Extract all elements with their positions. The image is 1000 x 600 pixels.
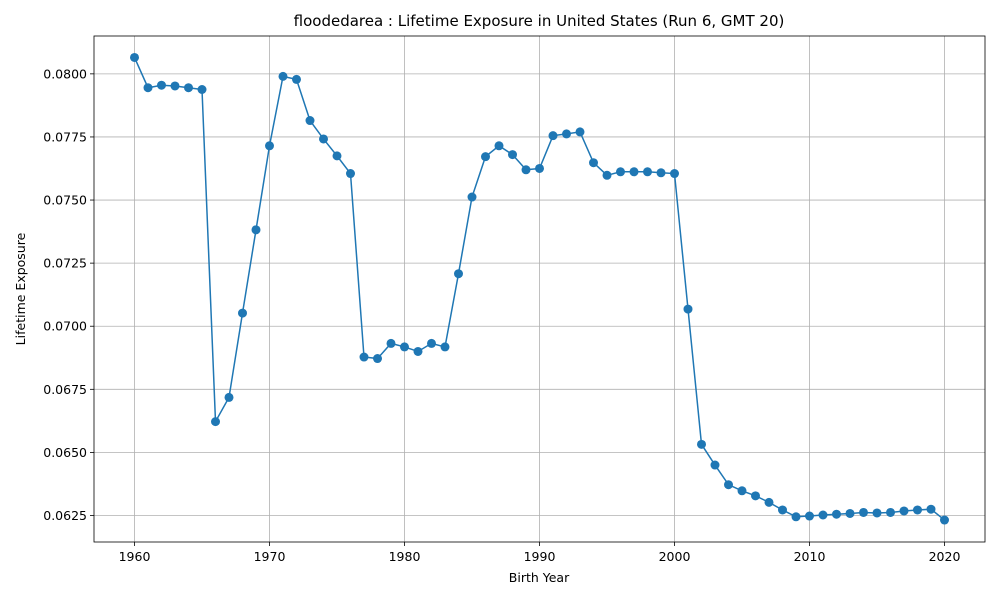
data-point: [238, 308, 247, 318]
y-axis-label: Lifetime Exposure: [13, 232, 28, 345]
y-tick-label: 0.0725: [43, 256, 87, 271]
data-point: [481, 152, 490, 162]
y-tick-label: 0.0800: [43, 66, 87, 81]
y-tick-label: 0.0750: [43, 193, 87, 208]
x-axis-label: Birth Year: [509, 570, 570, 585]
x-tick-label: 1980: [389, 549, 421, 564]
x-tick-label: 1970: [254, 549, 286, 564]
plot-frame: [93, 35, 986, 543]
x-axis: 1960 1970 1980 1990 2000 2010 2020: [119, 542, 961, 564]
x-tick-label: 1960: [119, 549, 151, 564]
data-point: [197, 85, 207, 95]
data-point: [224, 392, 234, 402]
data-point: [251, 225, 261, 235]
data-point: [778, 505, 787, 515]
data-point: [332, 151, 342, 161]
data-point: [616, 167, 625, 177]
data-point: [292, 74, 301, 84]
data-point: [872, 508, 882, 518]
data-point: [157, 80, 166, 90]
data-point: [454, 269, 463, 279]
data-point: [373, 354, 382, 364]
data-point: [886, 507, 895, 517]
data-point: [899, 506, 909, 516]
data-point: [427, 338, 436, 348]
data-point: [143, 83, 153, 93]
data-point: [130, 52, 139, 62]
data-point: [764, 497, 774, 507]
data-point: [629, 167, 639, 177]
data-point: [548, 131, 558, 141]
data-point: [278, 71, 288, 81]
data-point: [508, 150, 517, 160]
data-point: [643, 167, 652, 177]
data-point: [737, 486, 747, 496]
data-point: [386, 338, 396, 348]
data-point: [184, 83, 193, 93]
data-point: [305, 116, 315, 126]
data-point: [710, 460, 720, 470]
data-point: [211, 417, 220, 427]
data-point: [319, 134, 328, 144]
data-point: [562, 129, 571, 139]
grid-lines: [94, 36, 985, 542]
data-point: [521, 165, 531, 175]
data-point: [602, 170, 612, 180]
data-point: [818, 510, 828, 520]
data-point: [724, 480, 733, 490]
data-point: [670, 169, 679, 179]
data-point: [467, 192, 477, 202]
data-point: [400, 342, 409, 352]
data-point: [926, 504, 936, 514]
data-point: [791, 512, 801, 522]
data-point: [265, 141, 274, 151]
data-point: [683, 304, 693, 314]
y-tick-label: 0.0675: [43, 382, 87, 397]
data-point: [359, 352, 369, 362]
data-point: [535, 163, 544, 173]
data-point: [656, 168, 666, 178]
data-point: [940, 515, 949, 525]
data-point: [346, 169, 355, 179]
data-point: [440, 342, 450, 352]
y-tick-label: 0.0650: [43, 445, 87, 460]
data-point: [845, 508, 855, 518]
data-point: [494, 141, 504, 151]
chart-title: floodedarea : Lifetime Exposure in Unite…: [294, 12, 785, 30]
x-tick-label: 1990: [524, 549, 556, 564]
y-tick-label: 0.0625: [43, 508, 87, 523]
y-tick-label: 0.0775: [43, 129, 87, 144]
data-point: [832, 509, 841, 519]
series-layer: [130, 52, 949, 525]
data-point: [697, 439, 706, 449]
data-point: [751, 491, 760, 501]
data-point: [413, 346, 423, 356]
data-point: [859, 507, 868, 517]
data-point: [589, 158, 598, 168]
x-tick-label: 2000: [659, 549, 691, 564]
x-tick-label: 2010: [794, 549, 826, 564]
data-point: [575, 127, 585, 137]
y-tick-label: 0.0700: [43, 319, 87, 334]
data-point: [805, 511, 814, 521]
data-point: [913, 505, 922, 515]
x-tick-label: 2020: [929, 549, 961, 564]
y-axis: 0.0625 0.0650 0.0675 0.0700 0.0725 0.0750 0.07…: [43, 66, 94, 523]
data-point: [170, 81, 180, 91]
